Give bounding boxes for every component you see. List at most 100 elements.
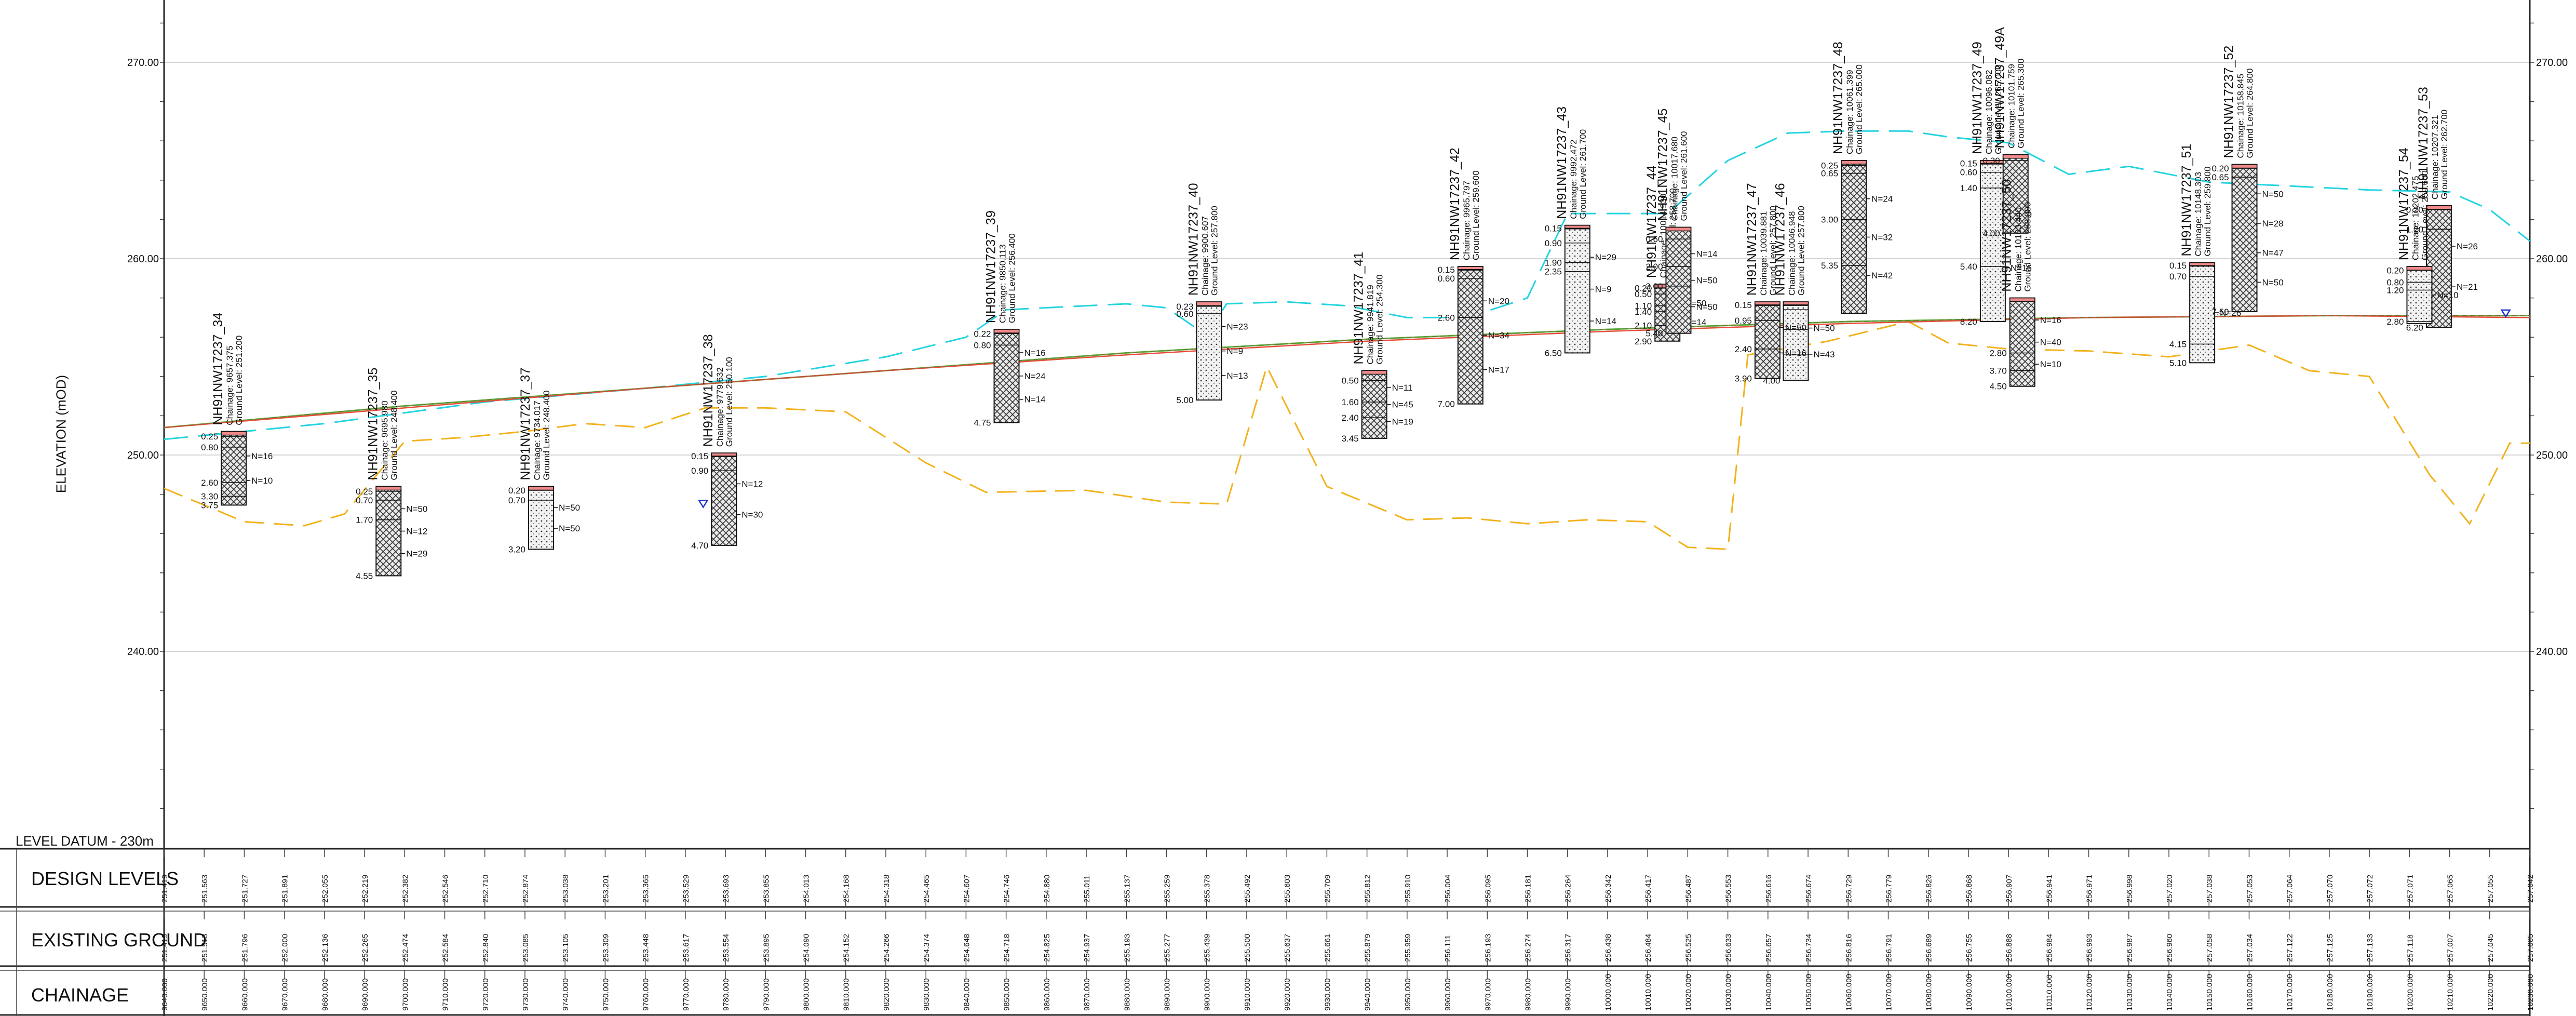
chainage-value: 9970.000 <box>1483 978 1492 1011</box>
existing-ground-value: 256.111 <box>1444 935 1452 962</box>
borehole-header: NH91NW17237_41 Chainage: 9941.819 Ground L… <box>1352 252 1385 365</box>
chainage-value: 9880.000 <box>1123 978 1131 1011</box>
existing-ground-value: 252.474 <box>401 934 410 962</box>
design-level-value: 256.998 <box>2125 875 2134 903</box>
depth-label: 3.45 <box>1342 434 1359 444</box>
depth-label: 0.22 <box>974 329 991 339</box>
existing-ground-value: 255.661 <box>1323 934 1332 962</box>
borehole-chainage: Chainage: 9992.472 <box>1569 140 1579 219</box>
borehole-name: NH91NW17237_44 <box>1644 165 1659 278</box>
topsoil-layer <box>1458 266 1483 271</box>
existing-ground-value: 253.309 <box>601 934 610 962</box>
spt-n-value: N=40 <box>2040 338 2061 347</box>
depth-label: 0.30 <box>1983 156 2000 166</box>
borehole-name: NH91NW17237_34 <box>211 313 225 425</box>
existing-ground-value: 257.125 <box>2326 934 2335 962</box>
borehole-header: NH91NW17237_35 Chainage: 9695.980 Ground L… <box>366 368 399 480</box>
chainage-value: 9940.000 <box>1364 978 1372 1011</box>
borehole-header: NH91NW17237_49A Chainage: 10101.759 Ground… <box>1993 27 2026 149</box>
existing-ground-value: 252.584 <box>441 934 450 962</box>
design-level-value: 252.874 <box>521 875 530 903</box>
borehole-log-column <box>221 431 247 506</box>
borehole-header: NH91NW17237_51 Chainage: 10148.303 Ground … <box>2179 144 2213 257</box>
design-level-value: 254.746 <box>1003 875 1011 903</box>
existing-ground-value: 256.791 <box>1884 934 1893 962</box>
design-level-value: 256.487 <box>1684 875 1693 903</box>
borehole-chainage: Chainage: 9657.375 <box>225 345 235 425</box>
borehole-log-column <box>1457 266 1483 405</box>
chainage-value: 10160.000 <box>2245 974 2254 1011</box>
chainage-value: 9720.000 <box>481 978 490 1011</box>
existing-ground-value: 254.648 <box>962 934 971 962</box>
borehole-log-column <box>2002 154 2029 234</box>
chainage-value: 9650.000 <box>200 978 209 1011</box>
existing-ground-value: 257.133 <box>2366 934 2375 962</box>
depth-label: 0.50 <box>1342 376 1359 385</box>
borehole-ground-level: Ground Level: 261.600 <box>1679 131 1689 221</box>
spt-n-value: N=10 <box>251 476 273 486</box>
existing-ground-value: 257.058 <box>2205 934 2214 962</box>
borehole-header: NH91NW17237_42 Chainage: 9965.797 Ground L… <box>1448 148 1481 260</box>
spt-n-value: N=21 <box>2457 282 2478 292</box>
depth-label: 4.55 <box>356 571 373 581</box>
topsoil-layer <box>2406 266 2433 271</box>
borehole-ground-level: Ground Level: 251.200 <box>234 336 244 425</box>
depth-label: 0.15 <box>1735 300 1752 310</box>
spt-n-value: N=16 <box>2011 263 2032 273</box>
depth-label: 3.75 <box>201 500 218 510</box>
chainage-value: 10150.000 <box>2205 974 2214 1011</box>
design-level-value: 257.038 <box>2205 875 2214 903</box>
chainage-value: 9700.000 <box>401 978 410 1011</box>
chainage-value: 10040.000 <box>1764 974 1773 1011</box>
design-level-value: 256.779 <box>1884 875 1893 903</box>
existing-ground-value: 253.105 <box>561 934 570 962</box>
chainage-value: 10100.000 <box>2005 974 2014 1011</box>
depth-label: 0.15 <box>691 451 708 461</box>
topsoil-layer <box>1196 301 1222 306</box>
existing-ground-value: 253.448 <box>642 934 651 962</box>
design-level-value: 257.070 <box>2326 875 2335 903</box>
depth-label: 1.90 <box>1545 258 1562 268</box>
spt-n-value: N=17 <box>1488 365 1509 375</box>
borehole-name: NH91NW17237_52 <box>2222 46 2236 158</box>
depth-label: 2.80 <box>2386 317 2404 327</box>
chainage-value: 9790.000 <box>762 978 771 1011</box>
borehole-log-column <box>993 329 1020 423</box>
chainage-value: 9920.000 <box>1283 978 1292 1011</box>
chainage-value: 9820.000 <box>882 978 891 1011</box>
depth-label: 7.00 <box>1438 399 1455 409</box>
borehole-ground-level: Ground Level: 259.600 <box>1471 170 1481 260</box>
borehole-ground-level: Ground Level: 254.300 <box>1375 274 1385 364</box>
design-level-value: 256.729 <box>1844 875 1853 903</box>
design-level-value: 256.971 <box>2085 875 2094 903</box>
y-tick-label-right: 240.00 <box>2536 646 2568 658</box>
depth-label: 1.20 <box>2386 285 2404 295</box>
borehole-chainage: Chainage: 9695.980 <box>380 400 389 480</box>
spt-n-value: N=29 <box>406 549 427 558</box>
existing-ground-value: 256.993 <box>2085 934 2094 962</box>
borehole-log-column <box>2406 266 2433 324</box>
chainage-value: 9950.000 <box>1404 978 1412 1011</box>
design-level-value: 256.264 <box>1564 875 1573 903</box>
depth-label: 4.50 <box>1990 382 2007 392</box>
borehole-log-column <box>1196 301 1222 401</box>
cyan-dashed-profile <box>164 130 2530 440</box>
topsoil-layer <box>1665 226 1692 232</box>
chainage-value: 9780.000 <box>722 978 731 1011</box>
spt-n-value: N=26 <box>2457 242 2478 251</box>
existing-ground-value: 254.374 <box>922 934 931 962</box>
chainage-value: 9990.000 <box>1564 978 1573 1011</box>
spt-n-value: N=16 <box>1024 348 1045 358</box>
borehole-ground-level: Ground Level: 248.400 <box>542 391 551 480</box>
chainage-value: 9930.000 <box>1323 978 1332 1011</box>
existing-ground-value: 256.484 <box>1644 934 1653 962</box>
borehole-ground-level: Ground Level: 256.400 <box>1007 233 1017 323</box>
depth-label: 1.20 <box>2406 224 2423 234</box>
design-level-value: 256.674 <box>1804 875 1813 903</box>
existing-ground-value: 256.633 <box>1724 934 1733 962</box>
chainage-value: 9680.000 <box>321 978 330 1011</box>
depth-label: 6.50 <box>1545 348 1562 358</box>
design-level-value: 254.013 <box>802 875 811 903</box>
